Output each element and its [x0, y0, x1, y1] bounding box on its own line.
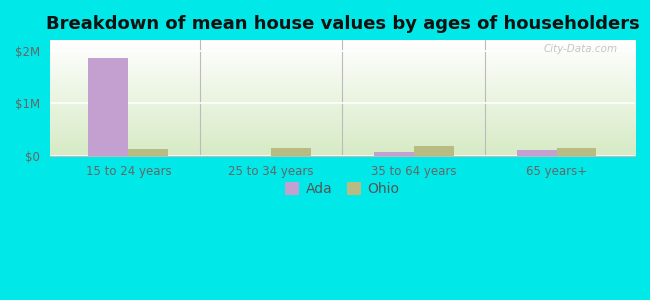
Bar [517, 150, 556, 156]
Text: City-Data.com: City-Data.com [543, 44, 618, 54]
Bar [88, 58, 128, 156]
Bar [414, 146, 454, 156]
Bar [556, 148, 597, 156]
Title: Breakdown of mean house values by ages of householders: Breakdown of mean house values by ages o… [46, 15, 640, 33]
Bar [128, 149, 168, 156]
Legend: Ada, Ohio: Ada, Ohio [280, 177, 405, 202]
Bar [271, 148, 311, 156]
Bar [374, 152, 414, 156]
